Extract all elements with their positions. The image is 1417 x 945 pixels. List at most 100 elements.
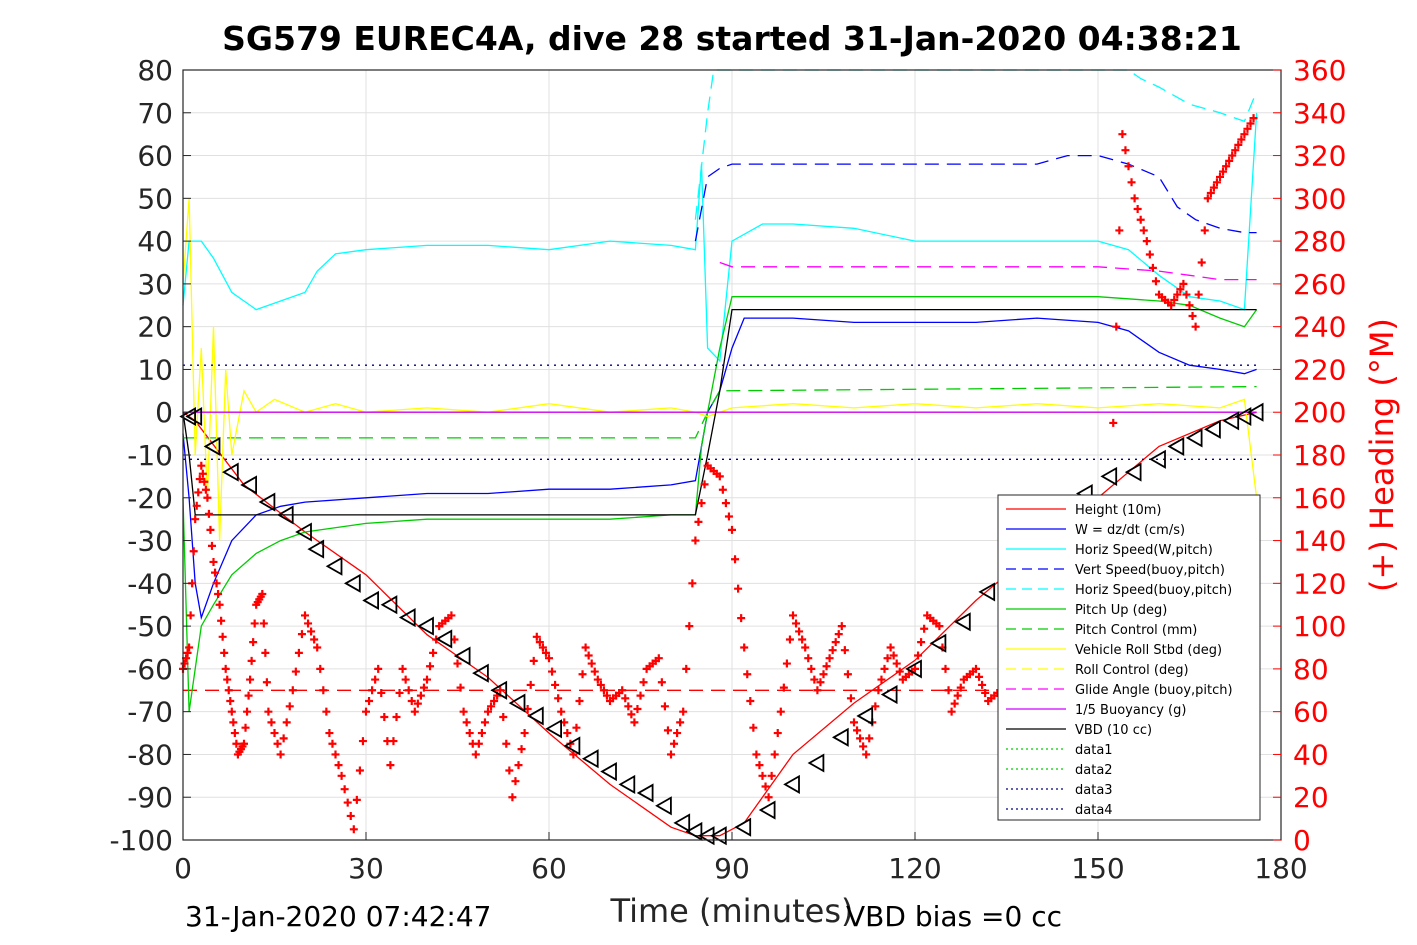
triangle-marker <box>472 663 489 683</box>
heading-point <box>624 702 633 711</box>
triangle-marker <box>362 590 379 610</box>
heading-point <box>914 651 923 660</box>
heading-point <box>816 678 825 687</box>
heading-point <box>795 627 804 636</box>
heading-point <box>673 729 682 738</box>
triangle-marker <box>221 462 239 482</box>
heading-point <box>1179 279 1188 288</box>
heading-point <box>192 501 201 510</box>
heading-point <box>197 461 206 470</box>
right-tick-label: 300 <box>1293 182 1346 215</box>
triangle-marker <box>203 436 221 456</box>
heading-point <box>1240 130 1249 139</box>
triangle-marker <box>1124 462 1142 482</box>
legend-label: VBD (10 cc) <box>1075 723 1152 738</box>
heading-point <box>587 659 596 668</box>
heading-point <box>520 729 529 738</box>
right-tick-label: 240 <box>1293 311 1346 344</box>
heading-point <box>294 648 303 657</box>
heading-point <box>828 646 837 655</box>
right-tick-label: 100 <box>1293 610 1346 643</box>
heading-point <box>1249 114 1258 123</box>
heading-point <box>201 485 210 494</box>
heading-point <box>195 475 204 484</box>
triangle-marker <box>636 783 654 803</box>
heading-point <box>340 785 349 794</box>
heading-point <box>825 654 834 663</box>
heading-point <box>232 739 241 748</box>
heading-point <box>1170 295 1179 304</box>
heading-point <box>920 624 929 633</box>
heading-point <box>545 654 553 663</box>
right-tick-label: 120 <box>1293 567 1346 600</box>
heading-point <box>834 630 843 639</box>
triangle-markers <box>179 402 1264 846</box>
heading-point <box>871 702 880 711</box>
heading-point <box>1136 215 1145 224</box>
left-tick-label: 0 <box>155 396 173 429</box>
triangle-marker <box>905 659 922 679</box>
heading-markers <box>179 114 1258 834</box>
heading-point <box>343 798 352 807</box>
heading-point <box>459 707 468 716</box>
heading-point <box>502 739 511 748</box>
heading-point <box>447 611 456 620</box>
left-tick-label: 20 <box>137 311 173 344</box>
triangle-marker <box>526 706 544 726</box>
heading-point <box>346 811 355 820</box>
legend-label: data2 <box>1075 763 1113 778</box>
heading-point <box>1209 183 1218 192</box>
heading-point <box>956 683 965 692</box>
heading-point <box>1124 162 1133 171</box>
heading-point <box>1185 301 1194 310</box>
x-tick-label: 30 <box>348 852 384 885</box>
heading-point <box>1243 124 1252 133</box>
heading-point <box>380 713 389 722</box>
triangle-marker <box>783 774 800 794</box>
heading-point <box>1246 119 1255 128</box>
heading-point <box>413 699 422 708</box>
heading-point <box>334 761 343 770</box>
triangle-marker <box>929 633 947 653</box>
left-tick-label: -30 <box>127 525 173 558</box>
legend-label: Roll Control (deg) <box>1075 663 1189 678</box>
heading-point <box>319 686 328 695</box>
left-tick-label: -70 <box>127 696 173 729</box>
x-tick-label: 150 <box>1071 852 1124 885</box>
heading-point <box>911 664 919 673</box>
heading-point <box>1197 258 1206 267</box>
heading-point <box>883 654 892 663</box>
heading-point <box>892 659 901 668</box>
heading-point <box>526 680 535 689</box>
triangle-marker <box>581 749 599 769</box>
heading-point <box>663 726 672 735</box>
heading-point <box>947 707 956 716</box>
triangle-marker <box>325 556 343 576</box>
heading-point <box>1228 151 1237 160</box>
triangle-marker <box>856 706 874 726</box>
heading-point <box>746 696 755 705</box>
heading-point <box>731 555 740 564</box>
heading-point <box>204 509 213 518</box>
heading-point <box>831 638 840 647</box>
heading-point <box>1139 226 1148 235</box>
heading-point <box>419 683 428 692</box>
heading-point <box>389 737 398 746</box>
x-tick-label: 0 <box>174 852 192 885</box>
heading-point <box>1200 226 1209 235</box>
triangle-marker <box>295 522 312 542</box>
heading-point <box>541 648 550 657</box>
heading-point <box>874 686 883 695</box>
heading-point <box>1167 301 1176 310</box>
heading-point <box>843 670 852 679</box>
heading-point <box>250 619 259 628</box>
heading-point <box>682 664 691 673</box>
heading-point <box>227 707 236 716</box>
left-tick-label: 30 <box>137 268 173 301</box>
triangle-marker <box>1204 419 1221 439</box>
heading-point <box>180 659 189 668</box>
heading-point <box>776 707 785 716</box>
heading-point <box>953 691 962 700</box>
chart-title: SG579 EUREC4A, dive 28 started 31-Jan-20… <box>222 19 1242 58</box>
